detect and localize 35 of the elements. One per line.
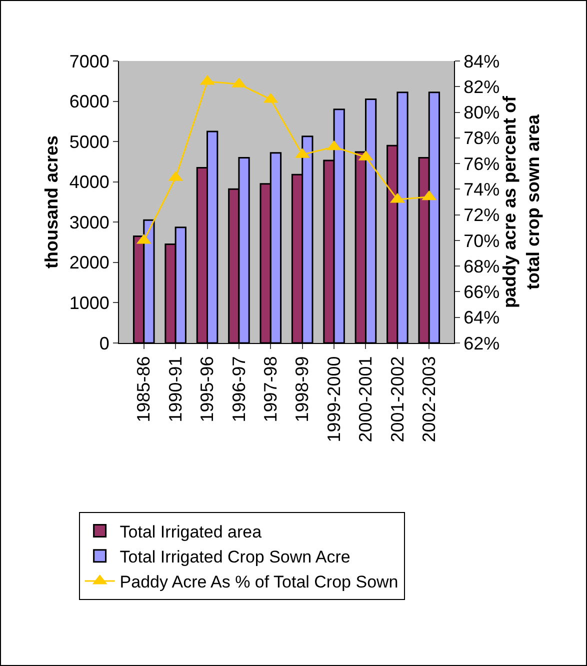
y2-tick-label: 76% bbox=[464, 154, 500, 174]
x-tick-label: 1999-2000 bbox=[324, 356, 344, 442]
y-tick-label: 7000 bbox=[69, 51, 110, 72]
y2-tick-label: 74% bbox=[464, 179, 500, 200]
y-tick-label: 2000 bbox=[69, 252, 110, 273]
y-tick-label: 3000 bbox=[69, 212, 110, 232]
x-tick-label: 1996-97 bbox=[228, 356, 249, 422]
y2-axis-title: paddy acre as percent of total crop sown area bbox=[500, 94, 544, 308]
x-tick-label: 1990-91 bbox=[165, 356, 186, 422]
x-tick-label: 1995-96 bbox=[197, 356, 218, 422]
x-tick-label: 2000-2001 bbox=[356, 356, 376, 442]
y-tick-label: 6000 bbox=[69, 92, 110, 112]
x-tick-label: 1985-86 bbox=[134, 356, 154, 422]
y2-tick-label: 80% bbox=[464, 102, 500, 123]
y2-tick-label: 84% bbox=[464, 51, 500, 72]
x-tick-label: 1998-99 bbox=[292, 356, 312, 422]
y2-tick-label: 62% bbox=[464, 333, 500, 354]
y2-tick-label: 64% bbox=[464, 308, 500, 328]
y-axis-title: thousand acres bbox=[42, 135, 62, 269]
y2-tick-label: 68% bbox=[464, 256, 500, 276]
x-tick-label: 2001-2002 bbox=[387, 356, 408, 442]
y-tick-label: 1000 bbox=[69, 293, 110, 314]
x-tick-label: 2002-2003 bbox=[418, 356, 439, 442]
y2-tick-label: 66% bbox=[464, 282, 500, 302]
y2-tick-label: 70% bbox=[464, 230, 500, 251]
y-tick-label: 5000 bbox=[69, 132, 110, 152]
y-tick-label: 0 bbox=[99, 333, 110, 354]
x-tick-label: 1997-98 bbox=[260, 356, 280, 422]
y2-tick-label: 72% bbox=[464, 205, 500, 226]
legend-label: Paddy Acre As % of Total Crop Sown bbox=[120, 572, 398, 592]
y2-tick-label: 82% bbox=[464, 76, 500, 97]
legend-label: Total Irrigated area bbox=[120, 522, 262, 542]
y-tick-label: 4000 bbox=[69, 172, 110, 192]
y2-tick-label: 78% bbox=[464, 128, 500, 148]
legend-label: Total Irrigated Crop Sown Acre bbox=[120, 547, 350, 566]
